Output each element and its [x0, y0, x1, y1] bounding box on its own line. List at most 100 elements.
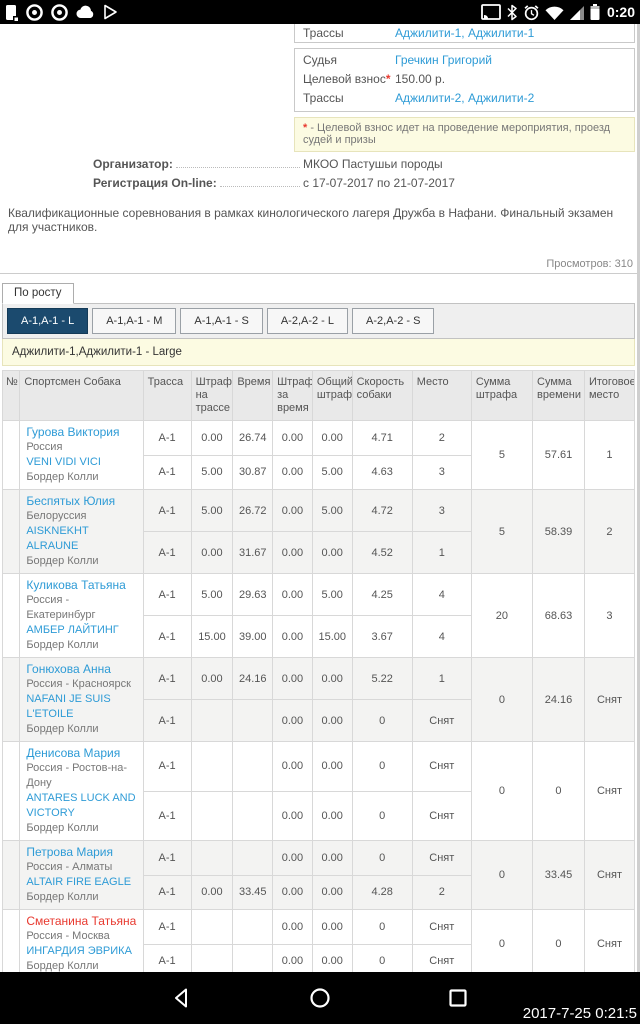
home-icon[interactable]: [309, 987, 331, 1009]
athlete-link[interactable]: Гонюхова Анна: [26, 662, 111, 676]
col-header-place: Место: [411, 370, 472, 421]
col-header-time-penalty: Штраф за время: [272, 370, 313, 421]
dog-link[interactable]: ALTAIR FIRE EAGLE: [26, 876, 132, 888]
registration-label: Регистрация On-line:: [93, 176, 217, 190]
courses-links-agility2[interactable]: Аджилити-2, Аджилити-2: [395, 91, 535, 105]
dog-breed: Бордер Колли: [26, 822, 99, 834]
organizer-label: Организатор:: [93, 157, 173, 171]
run-time-cell: 31.67: [232, 531, 274, 574]
dog-link[interactable]: ИНГАРДИЯ ЭВРИКА: [26, 945, 132, 957]
athlete-country: Россия - Ростов-на-Дону: [26, 762, 128, 789]
sum-time-cell: 68.63: [532, 573, 585, 658]
run-row: A-1 5.00 30.87 0.00 5.00 4.63 3: [3, 454, 635, 490]
athlete-link[interactable]: Денисова Мария: [26, 746, 121, 760]
run-time-penalty-cell: 0.00: [272, 489, 313, 532]
col-header-total-penalty: Общий штраф: [311, 370, 353, 421]
fee-value: 150.00 р.: [395, 72, 446, 86]
run-total-penalty-cell: 0.00: [311, 741, 353, 792]
competitor-cell: Куликова Татьяна Россия - Екатеринбург АМБ…: [19, 573, 144, 658]
chrome-icon: [51, 3, 68, 21]
run-course-cell: A-1: [142, 699, 192, 742]
run-speed-cell: 4.63: [351, 454, 413, 490]
run-time-cell: [232, 699, 274, 742]
run-course-cell: A-1: [142, 420, 192, 456]
dog-link[interactable]: NAFANI JE SUIS L'ETOILE: [26, 693, 111, 720]
run-speed-cell: 4.28: [351, 874, 413, 910]
run-speed-cell: 0: [351, 699, 413, 742]
class-tab[interactable]: A-1,A-1 - M: [92, 308, 177, 334]
athlete-link[interactable]: Сметанина Татьяна: [26, 914, 137, 928]
notification-icons: [5, 3, 118, 21]
athlete-link[interactable]: Беспятых Юлия: [26, 494, 116, 508]
run-penalty-cell: 0.00: [190, 531, 234, 574]
dog-breed: Бордер Колли: [26, 471, 99, 483]
run-time-penalty-cell: 0.00: [272, 909, 313, 945]
recents-icon[interactable]: [447, 987, 469, 1009]
run-time-cell: 33.45: [232, 874, 274, 910]
judge-link[interactable]: Гречкин Григорий: [395, 53, 493, 67]
courses-box-agility1: Трассы Аджилити-1, Аджилити-1: [294, 24, 635, 43]
run-course-cell: A-1: [142, 909, 192, 945]
row-number-cell: [1, 420, 21, 490]
cast-icon: [481, 4, 501, 20]
athlete-link[interactable]: Петрова Мария: [26, 845, 113, 859]
final-place-cell: 1: [583, 420, 636, 490]
signal-icon: [569, 5, 585, 20]
sum-time-cell: 24.16: [532, 657, 585, 742]
dog-breed: Бордер Колли: [26, 639, 99, 651]
dog-link[interactable]: ANTARES LUCK AND VICTORY: [26, 792, 136, 819]
run-penalty-cell: [190, 909, 234, 945]
dog-link[interactable]: АМБЕР ЛАЙТИНГ: [26, 624, 119, 636]
dog-link[interactable]: VENI VIDI VICI: [26, 456, 101, 468]
competitor-cell: Петрова Мария Россия - Алматы ALTAIR FIRE …: [19, 840, 144, 910]
tab-by-height[interactable]: По росту: [2, 283, 74, 304]
back-icon[interactable]: [171, 987, 193, 1009]
sum-time-cell: 58.39: [532, 489, 585, 574]
class-tab[interactable]: A-2,A-2 - L: [266, 308, 349, 334]
run-place-cell: 2: [411, 420, 472, 456]
class-tab[interactable]: A-1,A-1 - S: [180, 308, 263, 334]
run-time-cell: 39.00: [232, 615, 274, 658]
required-asterisk: *: [385, 72, 391, 86]
class-tab-selected[interactable]: A-1,A-1 - L: [7, 308, 89, 334]
courses-links-agility1[interactable]: Аджилити-1, Аджилити-1: [395, 26, 535, 40]
final-place-cell: 3: [583, 573, 636, 658]
organizer-link[interactable]: МКОО Пастушьи породы: [303, 157, 443, 171]
results-table: № Спортсмен Собака Трасса Штраф на трасс…: [1, 370, 636, 972]
run-row: Куликова Татьяна Россия - Екатеринбург АМБ…: [1, 573, 636, 658]
run-row: A-1 0.00 0.00 0 Снят: [3, 790, 635, 841]
run-total-penalty-cell: 0.00: [311, 840, 353, 876]
sum-penalty-cell: 0: [470, 909, 534, 972]
athlete-link[interactable]: Гурова Виктория: [26, 425, 120, 439]
run-course-cell: A-1: [142, 615, 192, 658]
run-speed-cell: 5.22: [351, 657, 413, 700]
run-total-penalty-cell: 15.00: [311, 615, 353, 658]
dog-link[interactable]: AISKNEKHT ALRAUNE: [26, 525, 89, 552]
run-time-cell: [232, 741, 274, 792]
row-number-cell: [1, 840, 21, 910]
sum-penalty-cell: 0: [470, 840, 534, 910]
sum-penalty-cell: 0: [470, 657, 534, 742]
run-total-penalty-cell: 0.00: [311, 420, 353, 456]
run-time-penalty-cell: 0.00: [272, 943, 313, 972]
run-place-cell: Снят: [411, 699, 472, 742]
run-time-cell: 29.63: [232, 573, 274, 616]
run-total-penalty-cell: 0.00: [311, 699, 353, 742]
athlete-country: Россия - Москва: [26, 930, 110, 942]
status-clock: 0:20: [606, 4, 635, 20]
run-speed-cell: 0: [351, 741, 413, 792]
run-time-penalty-cell: 0.00: [272, 840, 313, 876]
results-tbody: Гурова Виктория Россия VENI VIDI VICI Борде…: [1, 420, 636, 972]
run-time-cell: 30.87: [232, 454, 274, 490]
run-time-penalty-cell: 0.00: [272, 699, 313, 742]
run-penalty-cell: 5.00: [190, 489, 234, 532]
run-time-cell: [232, 943, 274, 972]
bluetooth-icon: [506, 4, 518, 21]
athlete-link[interactable]: Куликова Татьяна: [26, 578, 126, 592]
class-tab[interactable]: A-2,A-2 - S: [352, 308, 435, 334]
run-time-cell: [232, 790, 274, 841]
dotted-leader: [219, 176, 300, 187]
android-nav-bar: 2017-7-25 0:21:5: [0, 972, 640, 1024]
athlete-country: Россия - Алматы: [26, 861, 113, 873]
table-header-row: № Спортсмен Собака Трасса Штраф на трасс…: [1, 370, 636, 421]
